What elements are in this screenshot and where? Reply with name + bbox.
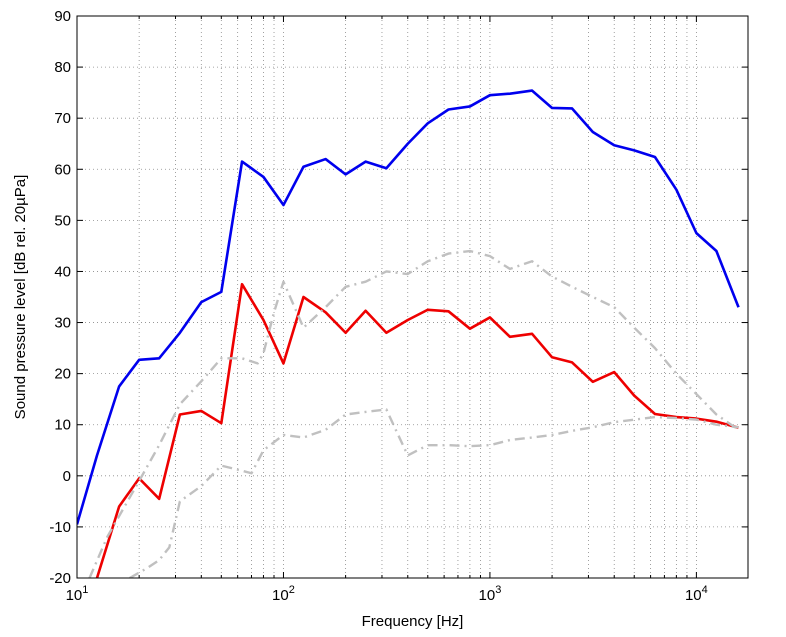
series-line-4 <box>129 408 739 578</box>
x-tick-label: 104 <box>685 584 708 604</box>
y-tick-label: 40 <box>54 263 71 280</box>
y-tick-label: 80 <box>54 59 71 76</box>
series-line-3 <box>88 249 740 578</box>
series-line-2 <box>95 282 739 578</box>
y-tick-label: 30 <box>54 315 71 332</box>
y-tick-label: 70 <box>54 110 71 127</box>
x-tick-exponent: 3 <box>495 584 501 596</box>
y-tick-label: 50 <box>54 212 71 229</box>
x-tick-exponent: 4 <box>702 584 708 596</box>
y-tick-label: 60 <box>54 161 71 178</box>
series-group <box>77 89 740 578</box>
x-tick-base: 10 <box>685 587 702 604</box>
plot-frame <box>76 15 749 579</box>
y-tick-label: -10 <box>49 519 71 536</box>
x-tick-exponent: 2 <box>289 584 295 596</box>
x-tick-base: 10 <box>479 587 496 604</box>
x-tick-exponent: 1 <box>82 584 88 596</box>
y-tick-label: 0 <box>63 468 71 485</box>
x-tick-label: 102 <box>272 584 295 604</box>
y-tick-label: 20 <box>54 366 71 383</box>
x-tick-label: 103 <box>479 584 502 604</box>
series-line-1 <box>77 89 740 525</box>
x-tick-base: 10 <box>66 587 83 604</box>
y-axis-title: Sound pressure level [dB rel. 20µPa] <box>12 175 29 420</box>
x-axis-title: Frequency [Hz] <box>362 613 464 630</box>
y-tick-label: -20 <box>49 570 71 587</box>
y-tick-label: 90 <box>54 8 71 25</box>
tick-marks <box>76 15 748 579</box>
x-tick-base: 10 <box>272 587 289 604</box>
grid <box>77 16 748 578</box>
x-tick-label: 101 <box>66 584 89 604</box>
y-tick-label: 10 <box>54 417 71 434</box>
